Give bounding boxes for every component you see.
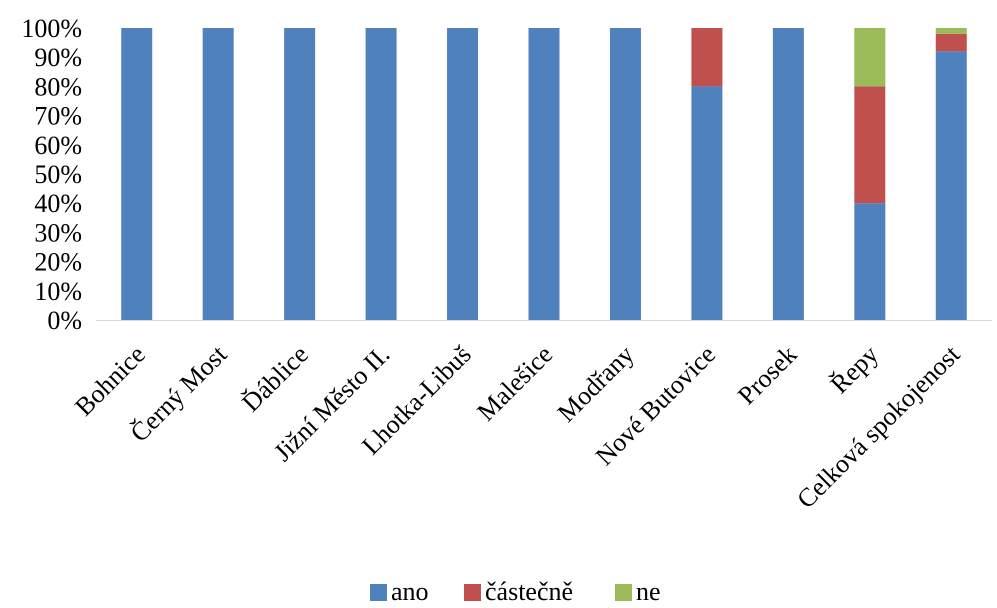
y-tick-label: 70% xyxy=(34,102,82,131)
bar-segment-ano xyxy=(447,28,479,320)
y-tick-label: 20% xyxy=(34,248,82,277)
legend-label: částečně xyxy=(485,577,573,606)
bar-segment-částečně xyxy=(854,86,886,204)
y-axis: 0%10%20%30%40%50%60%70%80%90%100% xyxy=(21,14,82,335)
bar-segment-částečně xyxy=(691,28,723,87)
x-category-label: Malešice xyxy=(471,340,558,427)
bar-segment-ano xyxy=(284,28,316,320)
bar-segment-částečně xyxy=(935,33,967,52)
x-category-label: Řepy xyxy=(825,340,884,399)
bar-segment-ano xyxy=(202,28,234,320)
y-tick-label: 10% xyxy=(34,277,82,306)
legend-swatch xyxy=(370,584,387,601)
x-category-label: Bohnice xyxy=(69,340,151,422)
bar-segment-ano xyxy=(609,28,641,320)
y-tick-label: 50% xyxy=(34,160,82,189)
y-tick-label: 0% xyxy=(47,306,82,335)
y-tick-label: 30% xyxy=(34,218,82,247)
bar-segment-ano xyxy=(365,28,397,320)
bar-segment-ano xyxy=(854,203,886,320)
x-category-label: Ďáblice xyxy=(236,340,314,418)
bars xyxy=(121,28,967,321)
bar-segment-ano xyxy=(528,28,560,320)
bar-segment-ano xyxy=(935,51,967,321)
y-tick-label: 60% xyxy=(34,131,82,160)
y-tick-label: 40% xyxy=(34,189,82,218)
bar-segment-ano xyxy=(691,86,723,321)
legend: ano částečně ne xyxy=(370,577,661,606)
x-category-label: Prosek xyxy=(732,340,803,411)
bar-segment-ano xyxy=(772,28,804,320)
bar-segment-ne xyxy=(935,28,967,34)
legend-label: ne xyxy=(636,577,661,606)
y-tick-label: 80% xyxy=(34,72,82,101)
y-tick-label: 100% xyxy=(21,14,82,43)
legend-label: ano xyxy=(391,577,429,606)
legend-swatch xyxy=(464,584,481,601)
bar-segment-ano xyxy=(121,28,153,320)
bar-segment-ne xyxy=(854,28,886,87)
y-tick-label: 90% xyxy=(34,43,82,72)
legend-swatch xyxy=(615,584,632,601)
